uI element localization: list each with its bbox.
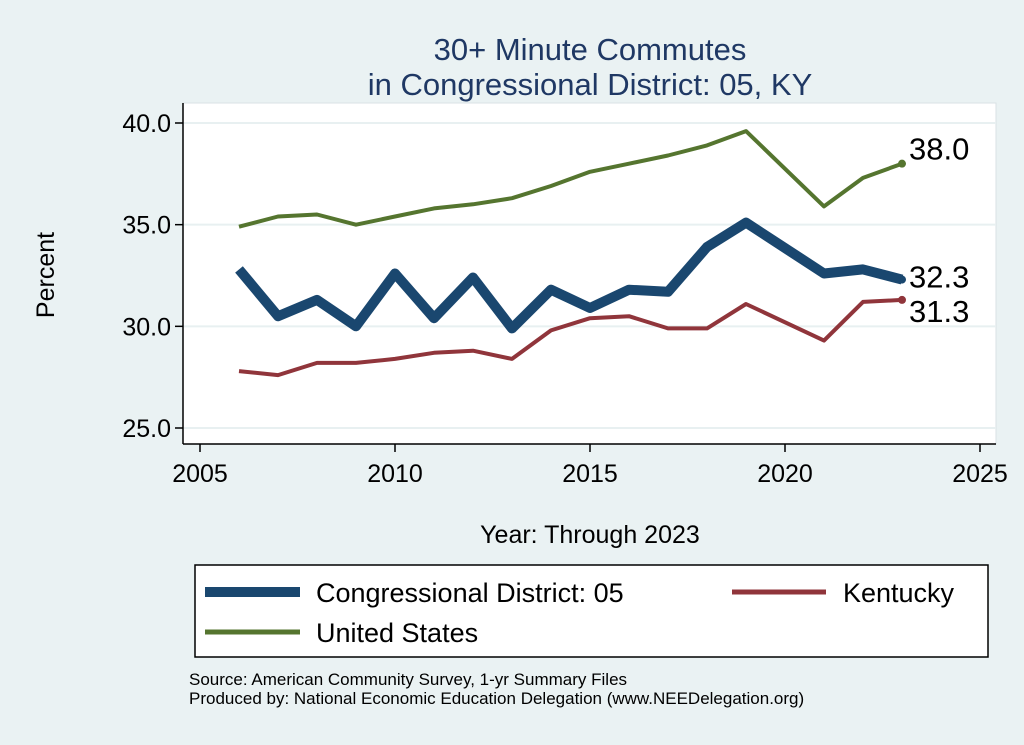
legend — [194, 564, 989, 658]
x-tick-label: 2010 — [367, 460, 423, 488]
legend-label: Kentucky — [843, 578, 955, 608]
series-end-label: 31.3 — [909, 294, 969, 329]
chart-subtitle: in Congressional District: 05, KY — [368, 67, 813, 102]
series-end-marker — [898, 275, 906, 284]
source-note: Source: American Community Survey, 1-yr … — [189, 670, 628, 689]
series-end-marker — [898, 295, 906, 304]
x-tick-label: 2020 — [757, 460, 813, 488]
x-axis-label: Year: Through 2023 — [480, 521, 700, 549]
series-line-congressional-district-05 — [235, 217, 904, 334]
x-tick-label: 2005 — [172, 460, 228, 488]
series-end-label: 32.3 — [909, 260, 969, 295]
series-end-marker — [898, 159, 906, 168]
y-tick-label: 40.0 — [122, 110, 171, 138]
series-line-united-states — [238, 129, 903, 229]
y-tick-label: 30.0 — [122, 313, 171, 341]
x-tick-label: 2025 — [952, 460, 1008, 488]
footer: Source: American Community Survey, 1-yr … — [189, 670, 804, 708]
x-tick-label: 2015 — [562, 460, 618, 488]
legend-label: Congressional District: 05 — [316, 578, 624, 608]
y-tick-label: 25.0 — [122, 415, 171, 443]
y-tick-label: 35.0 — [122, 212, 171, 240]
series-line-kentucky — [238, 297, 903, 378]
legend-label: United States — [316, 618, 478, 648]
producer-note: Produced by: National Economic Education… — [189, 689, 805, 708]
series-end-label: 38.0 — [909, 132, 969, 167]
y-axis-label: Percent — [32, 232, 60, 318]
chart-title: 30+ Minute Commutes — [434, 32, 747, 67]
